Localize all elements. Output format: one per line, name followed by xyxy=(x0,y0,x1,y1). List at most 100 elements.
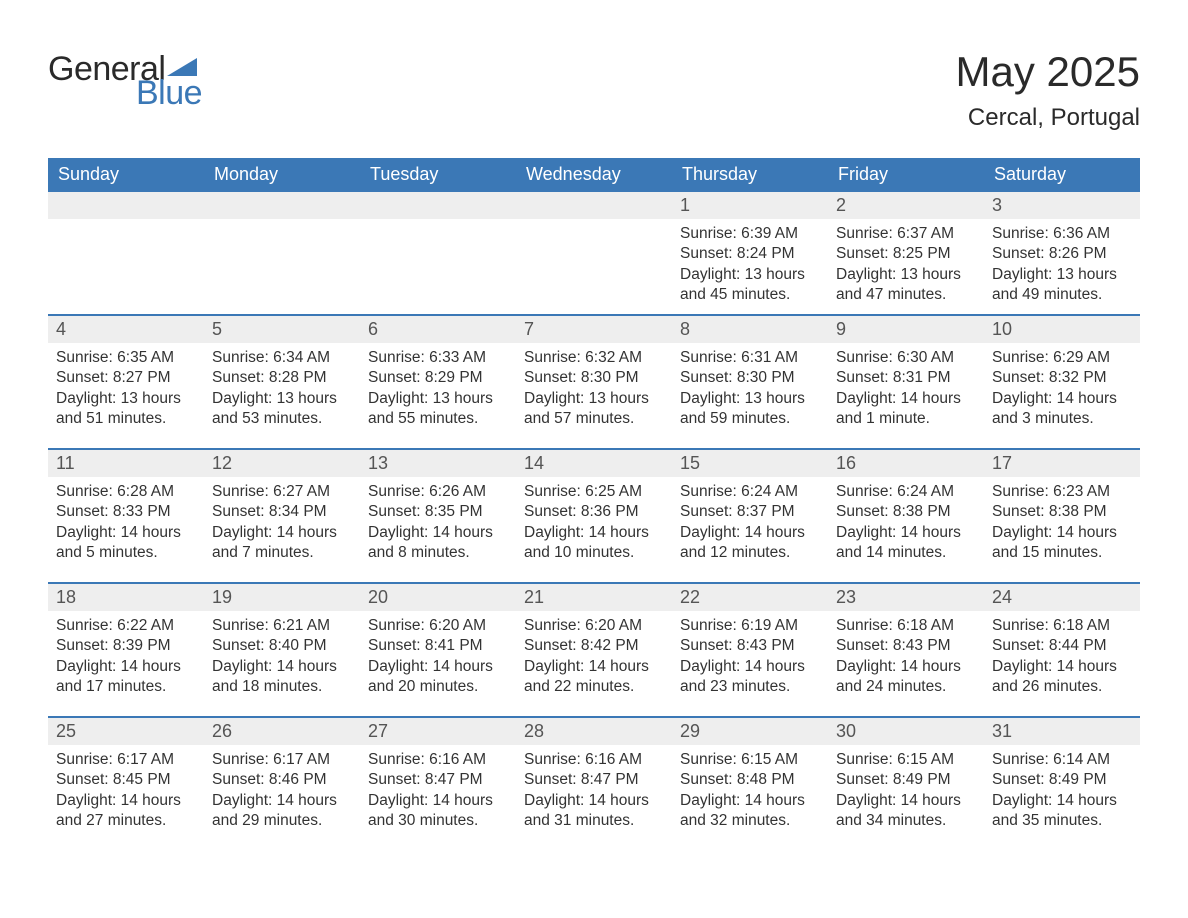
sunset-line: Sunset: 8:26 PM xyxy=(992,244,1132,264)
calendar-day-cell: 15Sunrise: 6:24 AMSunset: 8:37 PMDayligh… xyxy=(672,450,828,582)
calendar-day-cell: 10Sunrise: 6:29 AMSunset: 8:32 PMDayligh… xyxy=(984,316,1140,448)
sunrise-line: Sunrise: 6:15 AM xyxy=(836,750,976,770)
header-region: General Blue May 2025 Cercal, Portugal xyxy=(48,48,1140,132)
daylight-line: Daylight: 13 hours and 45 minutes. xyxy=(680,265,820,306)
day-number: 23 xyxy=(828,584,984,611)
day-number xyxy=(360,192,516,219)
calendar-day-cell: 13Sunrise: 6:26 AMSunset: 8:35 PMDayligh… xyxy=(360,450,516,582)
calendar-day-cell: 17Sunrise: 6:23 AMSunset: 8:38 PMDayligh… xyxy=(984,450,1140,582)
page-title: May 2025 xyxy=(956,48,1140,96)
sunrise-line: Sunrise: 6:18 AM xyxy=(836,616,976,636)
daylight-line: Daylight: 14 hours and 5 minutes. xyxy=(56,523,196,564)
calendar-day-cell: 2Sunrise: 6:37 AMSunset: 8:25 PMDaylight… xyxy=(828,192,984,314)
daylight-line: Daylight: 14 hours and 23 minutes. xyxy=(680,657,820,698)
sunrise-line: Sunrise: 6:19 AM xyxy=(680,616,820,636)
calendar-day-cell xyxy=(360,192,516,314)
day-number xyxy=(48,192,204,219)
day-number: 12 xyxy=(204,450,360,477)
weekday-header-row: SundayMondayTuesdayWednesdayThursdayFrid… xyxy=(48,158,1140,192)
daylight-line: Daylight: 14 hours and 7 minutes. xyxy=(212,523,352,564)
daylight-line: Daylight: 14 hours and 8 minutes. xyxy=(368,523,508,564)
sunrise-line: Sunrise: 6:16 AM xyxy=(368,750,508,770)
sunset-line: Sunset: 8:48 PM xyxy=(680,770,820,790)
daylight-line: Daylight: 14 hours and 14 minutes. xyxy=(836,523,976,564)
day-number: 1 xyxy=(672,192,828,219)
sunset-line: Sunset: 8:47 PM xyxy=(368,770,508,790)
day-details: Sunrise: 6:33 AMSunset: 8:29 PMDaylight:… xyxy=(360,343,516,435)
calendar-day-cell: 23Sunrise: 6:18 AMSunset: 8:43 PMDayligh… xyxy=(828,584,984,716)
sunrise-line: Sunrise: 6:16 AM xyxy=(524,750,664,770)
sunset-line: Sunset: 8:31 PM xyxy=(836,368,976,388)
day-details: Sunrise: 6:15 AMSunset: 8:49 PMDaylight:… xyxy=(828,745,984,837)
sunrise-line: Sunrise: 6:14 AM xyxy=(992,750,1132,770)
day-details: Sunrise: 6:31 AMSunset: 8:30 PMDaylight:… xyxy=(672,343,828,435)
sunrise-line: Sunrise: 6:37 AM xyxy=(836,224,976,244)
sunrise-line: Sunrise: 6:20 AM xyxy=(368,616,508,636)
sunrise-line: Sunrise: 6:34 AM xyxy=(212,348,352,368)
calendar-day-cell: 28Sunrise: 6:16 AMSunset: 8:47 PMDayligh… xyxy=(516,718,672,850)
daylight-line: Daylight: 14 hours and 3 minutes. xyxy=(992,389,1132,430)
day-number: 31 xyxy=(984,718,1140,745)
day-number: 15 xyxy=(672,450,828,477)
sunrise-line: Sunrise: 6:33 AM xyxy=(368,348,508,368)
weekday-header-cell: Saturday xyxy=(984,158,1140,192)
calendar-day-cell: 3Sunrise: 6:36 AMSunset: 8:26 PMDaylight… xyxy=(984,192,1140,314)
sunrise-line: Sunrise: 6:23 AM xyxy=(992,482,1132,502)
calendar-day-cell: 12Sunrise: 6:27 AMSunset: 8:34 PMDayligh… xyxy=(204,450,360,582)
daylight-line: Daylight: 14 hours and 32 minutes. xyxy=(680,791,820,832)
sunrise-line: Sunrise: 6:31 AM xyxy=(680,348,820,368)
calendar-day-cell: 8Sunrise: 6:31 AMSunset: 8:30 PMDaylight… xyxy=(672,316,828,448)
daylight-line: Daylight: 13 hours and 53 minutes. xyxy=(212,389,352,430)
sunset-line: Sunset: 8:27 PM xyxy=(56,368,196,388)
location-label: Cercal, Portugal xyxy=(956,104,1140,132)
day-number: 6 xyxy=(360,316,516,343)
calendar-day-cell: 25Sunrise: 6:17 AMSunset: 8:45 PMDayligh… xyxy=(48,718,204,850)
weekday-header-cell: Sunday xyxy=(48,158,204,192)
sunset-line: Sunset: 8:39 PM xyxy=(56,636,196,656)
weekday-header-cell: Tuesday xyxy=(360,158,516,192)
calendar-week-row: 4Sunrise: 6:35 AMSunset: 8:27 PMDaylight… xyxy=(48,314,1140,448)
day-number: 24 xyxy=(984,584,1140,611)
day-number: 14 xyxy=(516,450,672,477)
sunrise-line: Sunrise: 6:15 AM xyxy=(680,750,820,770)
day-number: 11 xyxy=(48,450,204,477)
day-details: Sunrise: 6:29 AMSunset: 8:32 PMDaylight:… xyxy=(984,343,1140,435)
day-details: Sunrise: 6:28 AMSunset: 8:33 PMDaylight:… xyxy=(48,477,204,569)
daylight-line: Daylight: 14 hours and 24 minutes. xyxy=(836,657,976,698)
sunrise-line: Sunrise: 6:17 AM xyxy=(56,750,196,770)
logo-text-blue: Blue xyxy=(136,76,202,110)
day-number: 16 xyxy=(828,450,984,477)
calendar-week-row: 18Sunrise: 6:22 AMSunset: 8:39 PMDayligh… xyxy=(48,582,1140,716)
calendar-day-cell: 31Sunrise: 6:14 AMSunset: 8:49 PMDayligh… xyxy=(984,718,1140,850)
day-details: Sunrise: 6:34 AMSunset: 8:28 PMDaylight:… xyxy=(204,343,360,435)
sunset-line: Sunset: 8:34 PM xyxy=(212,502,352,522)
daylight-line: Daylight: 14 hours and 1 minute. xyxy=(836,389,976,430)
daylight-line: Daylight: 14 hours and 15 minutes. xyxy=(992,523,1132,564)
day-details: Sunrise: 6:30 AMSunset: 8:31 PMDaylight:… xyxy=(828,343,984,435)
sunset-line: Sunset: 8:25 PM xyxy=(836,244,976,264)
sunset-line: Sunset: 8:38 PM xyxy=(836,502,976,522)
calendar-day-cell: 6Sunrise: 6:33 AMSunset: 8:29 PMDaylight… xyxy=(360,316,516,448)
calendar-day-cell: 7Sunrise: 6:32 AMSunset: 8:30 PMDaylight… xyxy=(516,316,672,448)
daylight-line: Daylight: 13 hours and 51 minutes. xyxy=(56,389,196,430)
daylight-line: Daylight: 13 hours and 47 minutes. xyxy=(836,265,976,306)
daylight-line: Daylight: 13 hours and 55 minutes. xyxy=(368,389,508,430)
day-details: Sunrise: 6:37 AMSunset: 8:25 PMDaylight:… xyxy=(828,219,984,311)
day-details: Sunrise: 6:24 AMSunset: 8:37 PMDaylight:… xyxy=(672,477,828,569)
sunrise-line: Sunrise: 6:21 AM xyxy=(212,616,352,636)
day-details: Sunrise: 6:20 AMSunset: 8:42 PMDaylight:… xyxy=(516,611,672,703)
calendar-day-cell: 1Sunrise: 6:39 AMSunset: 8:24 PMDaylight… xyxy=(672,192,828,314)
day-details: Sunrise: 6:26 AMSunset: 8:35 PMDaylight:… xyxy=(360,477,516,569)
calendar-day-cell: 14Sunrise: 6:25 AMSunset: 8:36 PMDayligh… xyxy=(516,450,672,582)
sunset-line: Sunset: 8:40 PM xyxy=(212,636,352,656)
day-details: Sunrise: 6:23 AMSunset: 8:38 PMDaylight:… xyxy=(984,477,1140,569)
day-number xyxy=(516,192,672,219)
sunrise-line: Sunrise: 6:24 AM xyxy=(680,482,820,502)
daylight-line: Daylight: 14 hours and 30 minutes. xyxy=(368,791,508,832)
sunset-line: Sunset: 8:41 PM xyxy=(368,636,508,656)
calendar-week-row: 1Sunrise: 6:39 AMSunset: 8:24 PMDaylight… xyxy=(48,192,1140,314)
daylight-line: Daylight: 14 hours and 34 minutes. xyxy=(836,791,976,832)
day-number: 7 xyxy=(516,316,672,343)
day-number: 19 xyxy=(204,584,360,611)
calendar-week-row: 25Sunrise: 6:17 AMSunset: 8:45 PMDayligh… xyxy=(48,716,1140,850)
